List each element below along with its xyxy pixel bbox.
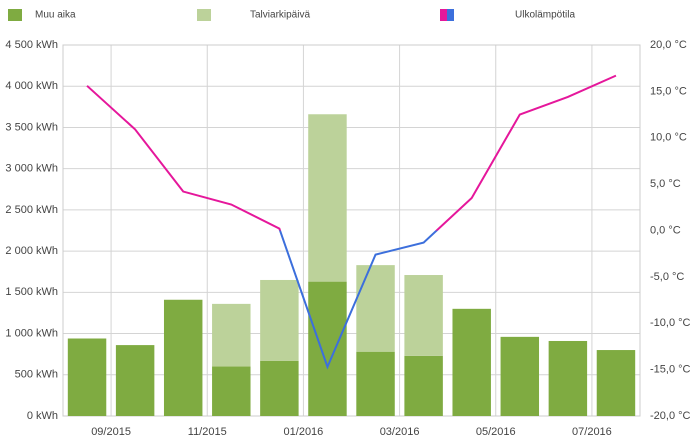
bar bbox=[163, 299, 203, 416]
y2-tick-label: 0,0 °C bbox=[650, 224, 681, 236]
y-tick-label: 1 500 kWh bbox=[5, 286, 58, 298]
bar bbox=[67, 338, 107, 416]
legend-swatch bbox=[8, 9, 22, 21]
bar bbox=[260, 360, 299, 416]
bar bbox=[260, 279, 299, 361]
legend-swatch bbox=[197, 9, 211, 21]
bar bbox=[356, 265, 395, 352]
legend-label: Talviarkipäivä bbox=[250, 10, 310, 21]
x-tick-label: 09/2015 bbox=[91, 426, 131, 438]
bar bbox=[212, 366, 251, 416]
legend-swatch bbox=[440, 9, 447, 21]
bar bbox=[212, 303, 251, 367]
y2-tick-label: 10,0 °C bbox=[650, 132, 687, 144]
legend-label: Ulkolämpötila bbox=[515, 10, 575, 21]
y2-tick-label: -5,0 °C bbox=[650, 271, 684, 283]
y-tick-label: 3 000 kWh bbox=[5, 163, 58, 175]
y-tick-label: 1 000 kWh bbox=[5, 327, 58, 339]
bar bbox=[308, 114, 347, 282]
bar bbox=[404, 275, 443, 356]
x-tick-label: 07/2016 bbox=[572, 426, 612, 438]
x-tick-label: 01/2016 bbox=[284, 426, 324, 438]
y2-tick-label: -20,0 °C bbox=[650, 410, 691, 422]
bar bbox=[356, 351, 395, 416]
bar bbox=[115, 345, 155, 416]
bar bbox=[404, 355, 443, 416]
y2-tick-label: 20,0 °C bbox=[650, 39, 687, 51]
bar bbox=[596, 350, 636, 416]
x-tick-label: 05/2016 bbox=[476, 426, 516, 438]
y-tick-label: 500 kWh bbox=[15, 369, 58, 381]
y-tick-label: 4 500 kWh bbox=[5, 39, 58, 51]
plot-frame bbox=[62, 44, 641, 417]
legend-label: Muu aika bbox=[35, 10, 76, 21]
bar bbox=[308, 281, 347, 416]
y-tick-label: 2 500 kWh bbox=[5, 204, 58, 216]
x-tick-label: 03/2016 bbox=[380, 426, 420, 438]
legend-swatch bbox=[447, 9, 454, 21]
line bbox=[86, 74, 617, 231]
y-tick-label: 2 000 kWh bbox=[5, 245, 58, 257]
y2-tick-label: 15,0 °C bbox=[650, 85, 687, 97]
y2-tick-label: -10,0 °C bbox=[650, 317, 691, 329]
y2-tick-label: 5,0 °C bbox=[650, 178, 681, 190]
line-negative bbox=[278, 230, 439, 370]
y-tick-label: 3 500 kWh bbox=[5, 121, 58, 133]
y-tick-label: 4 000 kWh bbox=[5, 80, 58, 92]
bar bbox=[548, 340, 588, 416]
bar bbox=[452, 308, 491, 416]
y-tick-label: 0 kWh bbox=[27, 410, 58, 422]
bar bbox=[500, 336, 540, 416]
x-tick-label: 11/2015 bbox=[188, 426, 227, 438]
y2-tick-label: -15,0 °C bbox=[650, 364, 691, 376]
